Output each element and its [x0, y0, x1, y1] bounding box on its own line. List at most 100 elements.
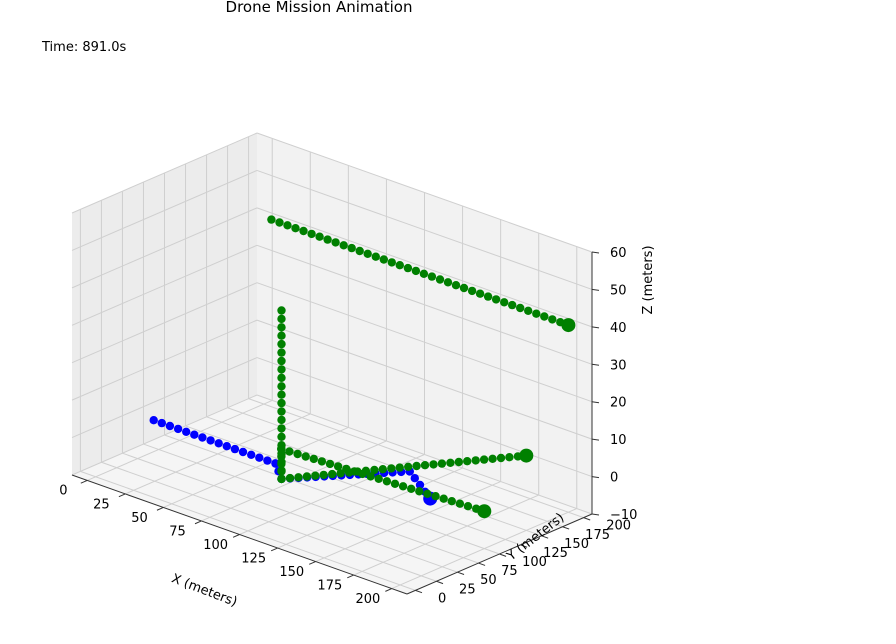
trajectory-point: [277, 407, 286, 416]
z-tick-mark: [591, 251, 600, 254]
trajectory-point: [277, 390, 286, 399]
trajectory-point: [263, 456, 272, 465]
trajectory-point: [415, 487, 424, 496]
z-tick-label: 30: [610, 358, 627, 373]
trajectory-point: [323, 235, 332, 244]
trajectory-point: [277, 348, 286, 357]
grid-line-z-back: [256, 394, 593, 515]
trajectory-point: [283, 221, 292, 230]
trajectory-point: [214, 439, 223, 448]
trajectory-point: [277, 382, 286, 391]
trajectory-point: [378, 465, 387, 474]
trajectory-point: [429, 460, 438, 469]
y-tick-label: 50: [480, 573, 497, 588]
trajectory-point: [496, 453, 506, 463]
z-tick-mark: [591, 513, 600, 516]
trajectory-point: [277, 356, 286, 366]
z-tick-label: 50: [610, 283, 627, 298]
x-tick-mark: [347, 574, 354, 579]
z-tick-label: 20: [610, 396, 627, 411]
trajectory-point: [374, 474, 383, 483]
trajectory-point: [165, 421, 175, 431]
trajectory-point: [317, 457, 327, 466]
z-tick-mark: [591, 363, 600, 366]
trajectory-point: [277, 331, 286, 340]
trajectory-point: [371, 252, 380, 261]
trajectory-point: [419, 269, 429, 278]
x-tick-label: 200: [355, 592, 380, 607]
x-tick-mark: [118, 493, 126, 498]
trajectory-point: [403, 263, 413, 273]
y-tick-label: 175: [585, 528, 610, 543]
y-tick-mark: [478, 562, 486, 566]
trajectory-point: [447, 497, 456, 506]
trajectory-point: [342, 464, 351, 474]
trajectory-point: [390, 479, 400, 488]
trajectory-point: [301, 452, 310, 461]
trajectory-point: [505, 453, 514, 462]
grid-line-z-left: [71, 132, 258, 214]
y-tick-label: 25: [459, 582, 476, 597]
trajectory-point: [387, 464, 396, 473]
trajectory-point: [455, 499, 465, 508]
trajectory-point: [336, 469, 345, 478]
x-tick-label: 175: [317, 578, 342, 593]
trajectory-point: [277, 306, 286, 315]
trajectory-point: [412, 461, 421, 471]
grid-line-z-back: [256, 244, 593, 365]
z-tick-mark: [591, 326, 600, 329]
trajectory-point: [328, 469, 337, 479]
grid-line-z-left: [71, 357, 258, 439]
trajectory-point: [387, 258, 396, 267]
trajectory-point: [471, 456, 480, 465]
trajectory-point: [277, 467, 286, 476]
trajectory-point: [302, 472, 312, 481]
x-tick-mark: [270, 547, 278, 552]
x-tick-label: 75: [169, 524, 186, 539]
trajectory-point: [355, 246, 364, 256]
trajectory-point: [275, 218, 284, 227]
series-1: [267, 215, 576, 519]
trajectory-point: [238, 447, 248, 457]
trajectory-point: [198, 433, 207, 442]
trajectory-point: [325, 459, 335, 469]
trajectory-point: [285, 447, 294, 456]
trajectory-point: [157, 418, 166, 428]
trajectory-point: [491, 295, 501, 304]
grid-line-y-floor: [122, 452, 458, 573]
trajectory-point: [398, 482, 408, 491]
grid-line-z-back: [256, 319, 593, 440]
trajectory-point: [255, 453, 264, 462]
x-tick-label: 0: [59, 484, 67, 499]
trajectory-point: [247, 450, 256, 459]
trajectory-point: [173, 424, 183, 434]
trajectory-point: [532, 309, 541, 318]
trajectory-point: [524, 306, 533, 315]
y-tick-label: 0: [438, 591, 446, 606]
y-tick-mark: [583, 517, 591, 521]
trajectory-point: [475, 289, 485, 298]
trajectory-point: [366, 472, 375, 481]
trajectory-point: [467, 286, 477, 296]
trajectory-point: [410, 474, 419, 483]
trajectory-point: [277, 452, 286, 461]
trajectory-point: [230, 444, 240, 454]
trajectory-point: [358, 469, 367, 479]
x-tick-label: 25: [93, 497, 110, 512]
z-axis-label: Z (meters): [641, 245, 656, 314]
grid-line-y-floor: [185, 425, 521, 546]
trajectory-point: [293, 449, 302, 459]
grid-line-z-left: [71, 319, 258, 401]
trajectory-point: [415, 480, 425, 490]
trajectory-point: [277, 323, 286, 332]
x-axis-label: X (meters): [169, 571, 239, 610]
trajectory-point: [331, 238, 340, 247]
y-tick-mark: [562, 526, 570, 530]
time-readout: Time: 891.0s: [41, 40, 127, 55]
trajectory-point: [443, 278, 453, 287]
trajectory-point: [149, 416, 158, 425]
trajectory-point: [451, 281, 461, 290]
trajectory-point: [347, 243, 356, 253]
